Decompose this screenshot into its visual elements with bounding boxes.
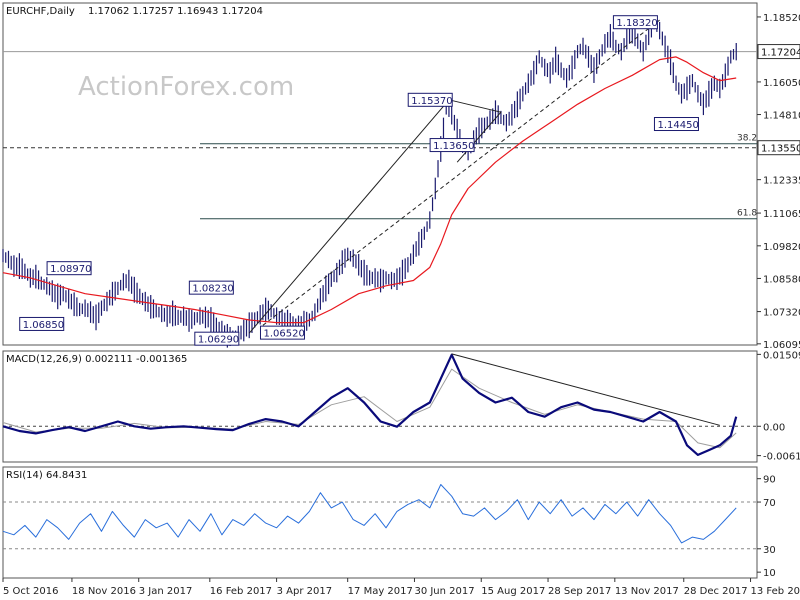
ytick-label-rsi-3: 10 (763, 568, 776, 579)
ytick-label-macd-0: 0.015092 (763, 350, 800, 361)
ytick-label-price-0: 1.18520 (763, 13, 800, 24)
xtick-label-6: 30 Jun 2017 (414, 586, 474, 597)
annotation-box-8 (259, 325, 305, 340)
ytick-label-price-7: 1.07320 (763, 308, 800, 319)
annotation-label-3: 1.13650 (433, 141, 474, 152)
annotation-box-7 (194, 331, 240, 346)
annotation-label-7: 1.06290 (198, 335, 239, 346)
ytick-label-price-2: 1.14810 (763, 111, 800, 122)
trendline-channel-top (248, 99, 450, 334)
annotation-box-3 (429, 138, 475, 153)
ytick-label-macd-2: -0.006163 (763, 452, 800, 463)
ytick-label-price-1: 1.16050 (763, 78, 800, 89)
level-marker-tag (757, 140, 800, 156)
rsi-line (2, 484, 737, 544)
xtick-label-9: 13 Nov 2017 (615, 586, 679, 597)
ytick-label-rsi-1: 70 (763, 498, 776, 509)
annotation-label-8: 1.06520 (263, 329, 304, 340)
rsi-title: RSI(14) 64.8431 (6, 470, 87, 481)
level-marker-label: 1.13550 (761, 144, 800, 155)
panel-frame-price (2, 2, 758, 346)
annotation-label-4: 1.08970 (50, 264, 91, 275)
panel-frame-rsi (2, 466, 758, 579)
annotation-box-0 (612, 15, 658, 30)
xtick-label-8: 28 Sep 2017 (548, 586, 611, 597)
macd-trendline (451, 353, 720, 426)
macd-signal-line (2, 368, 737, 449)
annotation-box-2 (653, 117, 699, 132)
annotation-label-5: 1.08230 (192, 284, 233, 295)
annotation-box-5 (188, 280, 234, 295)
xtick-label-10: 28 Dec 2017 (684, 586, 748, 597)
ytick-label-rsi-2: 30 (763, 545, 776, 556)
annotation-label-2: 1.14450 (657, 120, 698, 131)
panel-frame-macd (2, 350, 758, 463)
current-price-label: 1.17204 (761, 48, 800, 59)
xtick-label-7: 15 Aug 2017 (481, 586, 545, 597)
ytick-label-price-4: 1.11065 (763, 209, 800, 220)
ytick-label-price-3: 1.12335 (763, 176, 800, 187)
annotation-label-6: 1.06850 (23, 320, 64, 331)
moving-average-line (2, 56, 737, 324)
fib-label-0: 38.2 (737, 134, 757, 144)
macd-line (2, 353, 738, 456)
chart-ohlc: 1.17062 1.17257 1.16943 1.17204 (88, 6, 263, 17)
macd-title: MACD(12,26,9) 0.002111 -0.001365 (6, 354, 187, 365)
ytick-label-macd-1: 0.00 (763, 422, 785, 433)
xtick-label-3: 16 Feb 2017 (210, 586, 272, 597)
xtick-label-5: 17 May 2017 (348, 586, 413, 597)
ytick-label-price-8: 1.06095 (763, 340, 800, 351)
fib-label-1: 61.8 (737, 209, 757, 219)
annotation-box-4 (46, 261, 92, 276)
current-price-tag (757, 44, 800, 60)
ytick-label-price-6: 1.08580 (763, 274, 800, 285)
xtick-label-4: 3 Apr 2017 (277, 586, 332, 597)
annotation-label-1: 1.15370 (411, 96, 452, 107)
xtick-label-2: 3 Jan 2017 (139, 586, 193, 597)
annotation-box-6 (19, 316, 65, 331)
xtick-label-1: 18 Nov 2016 (72, 586, 136, 597)
chart-symbol: EURCHF,Daily (6, 6, 75, 17)
annotation-label-0: 1.18320 (616, 18, 657, 29)
annotation-box-1 (407, 92, 453, 107)
ytick-label-price-5: 1.09820 (763, 242, 800, 253)
xtick-label-0: 5 Oct 2016 (3, 586, 58, 597)
watermark-text: ActionForex.com (78, 72, 294, 102)
ytick-label-rsi-0: 90 (763, 475, 776, 486)
xtick-label-11: 13 Feb 2018 (751, 586, 800, 597)
